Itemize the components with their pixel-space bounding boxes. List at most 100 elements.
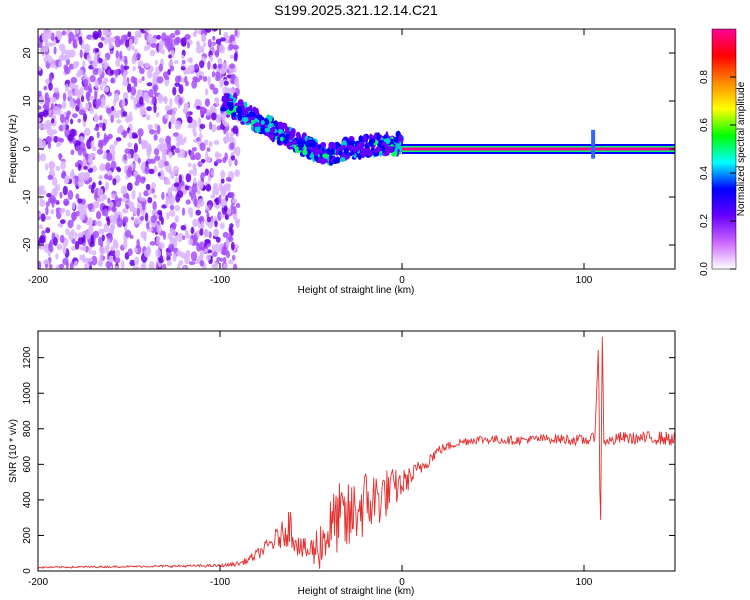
heatmap-noise-cell <box>77 198 83 204</box>
heatmap-noise-cell <box>51 176 58 187</box>
heatmap-noise-cell <box>38 96 45 105</box>
heatmap-noise-cell <box>45 136 52 143</box>
heatmap-trace-cell <box>398 134 404 142</box>
spectrogram-xlabel: Height of straight line (km) <box>298 285 415 296</box>
heatmap-noise-cell <box>120 260 125 269</box>
heatmap-trace-cell <box>269 133 276 141</box>
heatmap-noise-cell <box>88 249 92 255</box>
heatmap-noise-cell <box>219 79 224 88</box>
heatmap-noise-cell <box>97 142 103 148</box>
heatmap-noise-cell <box>167 187 173 197</box>
heatmap-noise-cell <box>165 251 173 257</box>
heatmap-noise-cell <box>158 242 165 250</box>
colorbar-tick-label: 0.0 <box>699 262 710 276</box>
heatmap-noise-cell <box>51 129 58 135</box>
heatmap-noise-cell <box>189 57 193 64</box>
heatmap-noise-cell <box>143 233 147 242</box>
heatmap-noise-cell <box>38 65 42 72</box>
heatmap-noise-cell <box>210 218 215 223</box>
heatmap-noise-cell <box>199 260 205 267</box>
heatmap-noise-cell <box>74 162 79 168</box>
heatmap-noise-cell <box>184 75 188 83</box>
heatmap-noise-cell <box>114 241 119 249</box>
heatmap-noise-cell <box>228 43 234 51</box>
heatmap-noise-cell <box>214 97 219 103</box>
y-tick-label: 1200 <box>22 346 33 369</box>
heatmap-noise-cell <box>158 137 165 144</box>
heatmap-noise-cell <box>53 87 60 93</box>
heatmap-noise-cell <box>150 38 158 44</box>
heatmap-noise-cell <box>193 197 198 207</box>
heatmap-noise-cell <box>160 217 164 225</box>
heatmap-noise-cell <box>94 48 100 53</box>
heatmap-noise-cell <box>178 97 183 106</box>
heatmap-noise-cell <box>122 216 129 224</box>
heatmap-noise-cell <box>103 208 109 217</box>
heatmap-noise-cell <box>71 229 75 236</box>
heatmap-noise-cell <box>174 95 180 103</box>
colorbar-label: Normalized spectral amplitude <box>736 81 747 216</box>
heatmap-trace-cell <box>331 142 336 148</box>
heatmap-trace-cell <box>248 111 256 118</box>
heatmap-noise-cell <box>216 257 221 262</box>
heatmap-noise-cell <box>152 221 157 228</box>
heatmap-noise-cell <box>45 206 49 216</box>
heatmap-trace-cell <box>357 154 362 160</box>
heatmap-noise-cell <box>174 215 179 223</box>
heatmap-noise-cell <box>153 148 160 156</box>
heatmap-noise-cell <box>219 222 225 230</box>
heatmap-noise-cell <box>212 186 216 197</box>
heatmap-noise-cell <box>215 71 221 78</box>
heatmap-noise-cell <box>171 112 176 118</box>
heatmap-noise-cell <box>223 34 230 44</box>
heatmap-noise-cell <box>223 183 230 190</box>
snr-series-line <box>38 336 675 569</box>
heatmap-trace-cell <box>277 121 282 127</box>
heatmap-noise-cell <box>90 140 95 148</box>
heatmap-noise-cell <box>125 39 130 48</box>
heatmap-noise-cell <box>199 228 204 236</box>
heatmap-noise-cell <box>91 255 98 266</box>
heatmap-noise-cell <box>65 228 70 236</box>
heatmap-noise-cell <box>219 44 225 54</box>
heatmap-noise-cell <box>62 246 67 255</box>
heatmap-noise-cell <box>127 83 132 93</box>
heatmap-noise-cell <box>210 194 216 199</box>
heatmap-noise-cell <box>122 91 129 101</box>
heatmap-noise-cell <box>216 153 223 158</box>
heatmap-noise-cell <box>84 127 91 136</box>
heatmap-noise-cell <box>144 45 148 52</box>
heatmap-noise-cell <box>38 123 43 130</box>
heatmap-noise-cell <box>211 71 216 78</box>
heatmap-noise-cell <box>143 190 149 197</box>
heatmap-noise-cell <box>113 98 117 106</box>
heatmap-noise-cell <box>149 241 157 246</box>
heatmap-noise-cell <box>232 44 239 51</box>
heatmap-noise-cell <box>234 29 238 37</box>
heatmap-noise-cell <box>97 188 104 197</box>
heatmap-noise-cell <box>74 241 80 250</box>
heatmap-noise-cell <box>71 102 75 109</box>
heatmap-noise-cell <box>176 250 183 257</box>
heatmap-noise-cell <box>213 140 220 145</box>
heatmap-noise-cell <box>137 90 144 96</box>
heatmap-noise-cell <box>52 105 59 116</box>
heatmap-noise-cell <box>219 37 226 42</box>
heatmap-noise-cell <box>187 123 194 129</box>
heatmap-noise-cell <box>71 201 76 210</box>
heatmap-noise-cell <box>172 86 177 96</box>
heatmap-noise-cell <box>71 211 78 221</box>
heatmap-noise-cell <box>157 93 164 102</box>
heatmap-noise-cell <box>70 118 74 125</box>
heatmap-noise-cell <box>78 109 86 116</box>
heatmap-noise-cell <box>58 263 65 269</box>
heatmap-noise-cell <box>89 74 96 83</box>
heatmap-noise-cell <box>67 189 74 200</box>
heatmap-noise-cell <box>105 162 111 172</box>
heatmap-noise-cell <box>114 249 121 259</box>
heatmap-noise-cell <box>38 139 43 148</box>
heatmap-noise-cell <box>169 98 173 108</box>
heatmap-trace-cell <box>338 150 343 156</box>
heatmap-noise-cell <box>177 237 182 243</box>
